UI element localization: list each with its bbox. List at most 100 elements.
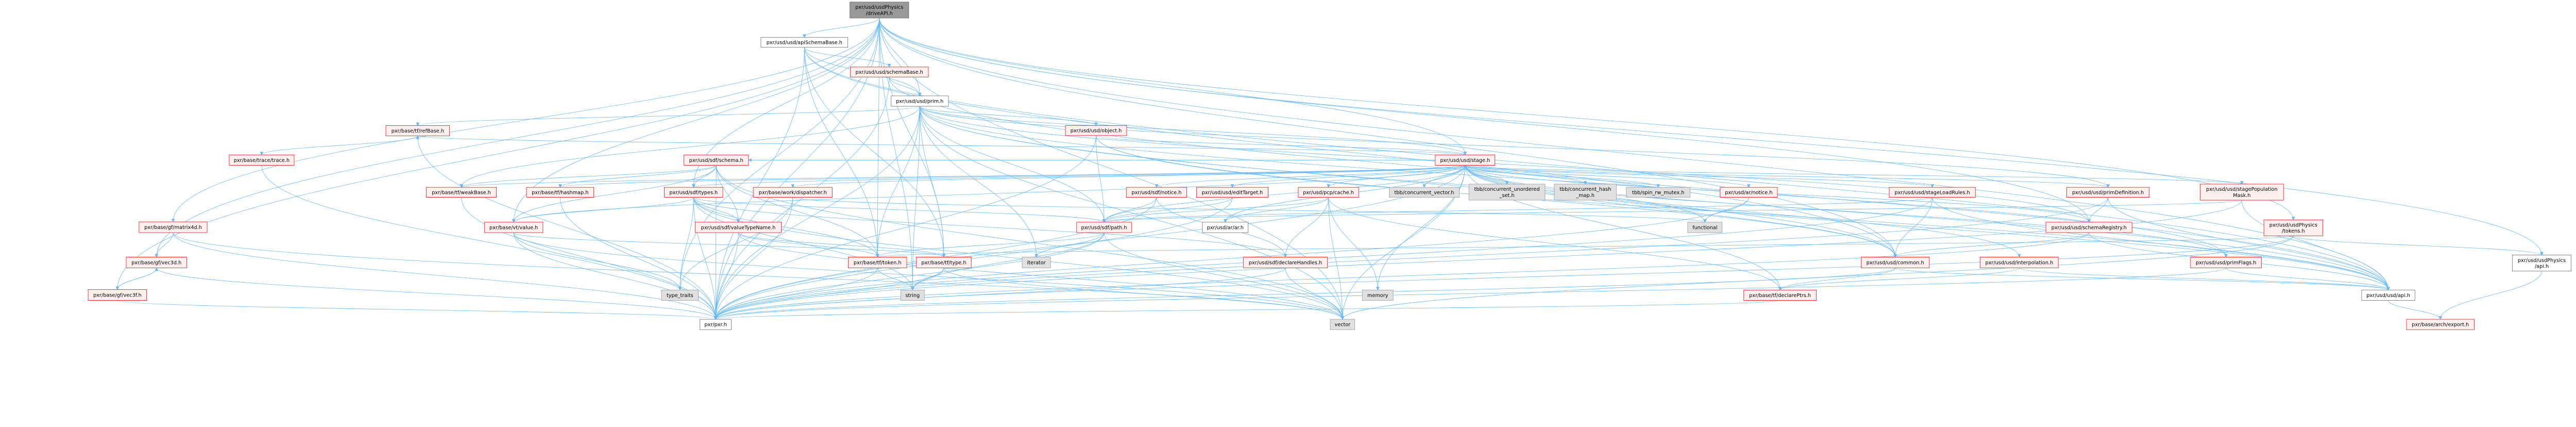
node-export[interactable]: pxr/base/arch/export.h bbox=[2406, 319, 2475, 330]
node-label: _map.h bbox=[1575, 193, 1595, 199]
node-declare-handles[interactable]: pxr/usd/sdf/declareHandles.h bbox=[1243, 257, 1328, 268]
node-memory[interactable]: memory bbox=[1362, 289, 1394, 301]
node-label: pxr/base/tf/refBase.h bbox=[392, 128, 444, 134]
node-stage[interactable]: pxr/usd/usd/stage.h bbox=[1435, 154, 1496, 166]
node-label: /tokens.h bbox=[2282, 228, 2305, 234]
node-dispatcher[interactable]: pxr/base/work/dispatcher.h bbox=[753, 187, 833, 198]
edge-prim-definition-to-schema-registry bbox=[2089, 197, 2109, 222]
node-label: tbb/spin_rw_mutex.h bbox=[1632, 190, 1684, 195]
node-ar[interactable]: pxr/usd/ar/ar.h bbox=[1202, 222, 1249, 233]
arrowhead bbox=[1327, 184, 1330, 188]
edge-sdf-types-to-vector bbox=[693, 197, 1343, 320]
node-phys-tokens[interactable]: pxr/usd/usdPhysics/tokens.h bbox=[2263, 219, 2323, 236]
node-box bbox=[1435, 154, 1496, 166]
node-token[interactable]: pxr/base/tf/token.h bbox=[848, 257, 907, 268]
arrowhead bbox=[2106, 184, 2110, 188]
node-label: tbb/concurrent_vector.h bbox=[1394, 190, 1454, 195]
node-tbb-set[interactable]: tbb/concurrent_unordered_set.h bbox=[1468, 184, 1546, 201]
arrowhead bbox=[1102, 219, 1106, 223]
node-box bbox=[753, 187, 833, 198]
node-label: string bbox=[905, 293, 920, 299]
edge-drive-api-to-common bbox=[879, 18, 1896, 257]
node-matrix4d[interactable]: pxr/base/gf/matrix4d.h bbox=[139, 221, 208, 233]
node-vt-value[interactable]: pxr/base/vt/value.h bbox=[484, 222, 544, 233]
node-ref-base[interactable]: pxr/base/tf/refBase.h bbox=[385, 125, 450, 137]
node-box bbox=[694, 222, 782, 233]
edge-stage-to-tbb-hash bbox=[1465, 165, 1586, 185]
node-label: pxr/usd/usdPhysics bbox=[2518, 258, 2566, 264]
node-label: pxr/base/tf/hashmap.h bbox=[532, 190, 588, 195]
node-object[interactable]: pxr/usd/usd/object.h bbox=[1065, 125, 1127, 136]
edge-object-to-pxr bbox=[715, 135, 1096, 320]
node-sdf-path[interactable]: pxr/usd/sdf/path.h bbox=[1076, 222, 1132, 233]
node-box bbox=[1861, 257, 1930, 268]
node-declare-ptrs[interactable]: pxr/base/tf/declarePtrs.h bbox=[1743, 289, 1817, 301]
node-phys-api[interactable]: pxr/usd/usdPhysics/api.h bbox=[2512, 255, 2572, 272]
node-interpolation[interactable]: pxr/usd/usd/interpolation.h bbox=[1980, 257, 2059, 268]
node-edit-target[interactable]: pxr/usd/usd/editTarget.h bbox=[1196, 187, 1268, 198]
node-tbb-mutex[interactable]: tbb/spin_rw_mutex.h bbox=[1626, 187, 1690, 198]
node-sdf-schema[interactable]: pxr/usd/sdf/schema.h bbox=[684, 154, 749, 166]
arrowhead bbox=[2240, 181, 2244, 185]
node-weak-base[interactable]: pxr/base/tf/weakBase.h bbox=[426, 187, 497, 198]
node-box bbox=[2361, 289, 2415, 301]
node-schema-base[interactable]: pxr/usd/usd/schemaBase.h bbox=[850, 67, 929, 77]
node-tbb-vector[interactable]: tbb/concurrent_vector.h bbox=[1388, 187, 1460, 198]
edge-edit-target-to-sdf-path bbox=[1104, 197, 1233, 223]
node-pcp-cache[interactable]: pxr/usd/pcp/cache.h bbox=[1298, 187, 1359, 198]
node-tf-type[interactable]: pxr/base/tf/type.h bbox=[916, 257, 972, 268]
node-pxr[interactable]: pxr/pxr.h bbox=[700, 319, 732, 330]
node-iterator[interactable]: iterator bbox=[1022, 257, 1051, 268]
node-ar-notice[interactable]: pxr/usd/ar/notice.h bbox=[1720, 187, 1778, 198]
edge-pop-mask-to-pxr bbox=[715, 200, 2242, 320]
node-vec3d[interactable]: pxr/base/gf/vec3d.h bbox=[126, 257, 187, 268]
node-sdf-types[interactable]: pxr/usd/sdf/types.h bbox=[664, 187, 723, 198]
node-api-schema-base[interactable]: pxr/usd/usd/apiSchemaBase.h bbox=[760, 37, 849, 48]
edge-prim-to-token bbox=[877, 106, 920, 257]
node-hashmap[interactable]: pxr/base/tf/hashmap.h bbox=[526, 187, 594, 198]
edge-prim-to-schema-registry bbox=[919, 106, 2090, 222]
node-box bbox=[1022, 257, 1051, 268]
edge-pcp-cache-to-sdf-path bbox=[1104, 197, 1329, 223]
edge-drive-api-to-matrix4d bbox=[173, 18, 880, 222]
node-prim[interactable]: pxr/usd/usd/prim.h bbox=[891, 95, 949, 107]
node-trace[interactable]: pxr/base/trace/trace.h bbox=[229, 154, 295, 166]
node-prim-flags[interactable]: pxr/usd/usd/primFlags.h bbox=[2190, 257, 2262, 268]
edge-stage-to-prim-definition bbox=[1465, 165, 2109, 188]
node-sdf-notice[interactable]: pxr/usd/sdf/notice.h bbox=[1126, 187, 1188, 198]
node-schema-registry[interactable]: pxr/usd/usd/schemaRegistry.h bbox=[2045, 222, 2132, 233]
node-label: pxr/usd/usd/schemaBase.h bbox=[855, 70, 923, 75]
node-string[interactable]: string bbox=[900, 289, 925, 301]
node-label: /api.h bbox=[2535, 264, 2549, 270]
node-stage-load-rules[interactable]: pxr/usd/usd/stageLoadRules.h bbox=[1889, 187, 1976, 198]
arrowhead bbox=[887, 64, 891, 68]
edge-common-to-usd-api bbox=[1895, 268, 2389, 290]
edge-sdf-types-to-token bbox=[693, 197, 878, 257]
node-label: pxr/base/gf/vec3f.h bbox=[93, 293, 142, 299]
edge-value-type-name-to-vector bbox=[738, 233, 1343, 320]
node-prim-definition[interactable]: pxr/usd/usd/primDefinition.h bbox=[2066, 187, 2150, 198]
node-common[interactable]: pxr/usd/usd/common.h bbox=[1861, 257, 1930, 268]
edge-sdf-schema-to-value-type-name bbox=[716, 165, 739, 222]
node-vector[interactable]: vector bbox=[1330, 319, 1355, 330]
node-box bbox=[1743, 289, 1817, 301]
node-box bbox=[88, 289, 147, 301]
node-box bbox=[2406, 319, 2475, 330]
edge-sdf-types-to-value-type-name bbox=[693, 197, 739, 222]
edge-prim-to-weak-base bbox=[461, 106, 920, 188]
edge-interpolation-to-declare-ptrs bbox=[1780, 268, 2020, 290]
node-vec3f[interactable]: pxr/base/gf/vec3f.h bbox=[88, 289, 147, 301]
edge-object-to-sdf-path bbox=[1096, 135, 1105, 222]
edge-value-type-name-to-tf-type bbox=[738, 232, 944, 257]
node-label: pxr/usd/usd/common.h bbox=[1867, 260, 1924, 266]
node-functional[interactable]: functional bbox=[1687, 222, 1723, 233]
node-value-type-name[interactable]: pxr/usd/sdf/valueTypeName.h bbox=[694, 222, 782, 233]
node-usd-api[interactable]: pxr/usd/usd/api.h bbox=[2361, 289, 2415, 301]
node-box bbox=[126, 257, 187, 268]
node-box bbox=[684, 154, 749, 166]
node-box bbox=[1889, 187, 1976, 198]
node-tbb-hash[interactable]: tbb/concurrent_hash_map.h bbox=[1554, 184, 1617, 201]
node-type-traits[interactable]: type_traits bbox=[661, 289, 699, 301]
node-drive-api[interactable]: pxr/usd/usdPhysics/driveAPI.h bbox=[850, 2, 909, 19]
